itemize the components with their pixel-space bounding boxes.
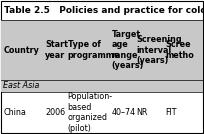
Text: Population-
based
organized
(pilot): Population- based organized (pilot)	[68, 92, 113, 133]
Text: Country: Country	[3, 46, 39, 55]
Text: NR: NR	[136, 108, 147, 117]
Text: 2006: 2006	[45, 108, 65, 117]
Bar	[1, 20, 203, 80]
Text: Type of
programme: Type of programme	[68, 40, 120, 60]
Text: Scree
metho: Scree metho	[166, 40, 194, 60]
Text: Start
year: Start year	[45, 40, 68, 60]
Text: Target
age
range
(years): Target age range (years)	[112, 30, 144, 70]
Text: Table 2.5   Policies and practice for colorectal cancer screer: Table 2.5 Policies and practice for colo…	[4, 6, 204, 15]
Bar	[1, 80, 203, 92]
Text: 40–74: 40–74	[112, 108, 136, 117]
Text: East Asia: East Asia	[3, 81, 40, 90]
Text: China: China	[3, 108, 26, 117]
Text: FIT: FIT	[166, 108, 177, 117]
Text: Screening
interval
(years): Screening interval (years)	[136, 35, 182, 65]
